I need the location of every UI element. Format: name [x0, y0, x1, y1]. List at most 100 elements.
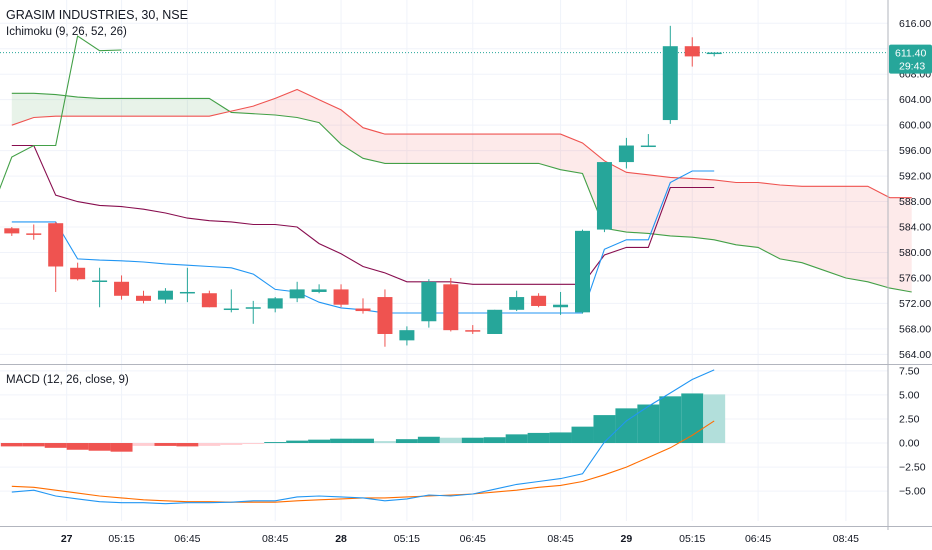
ichimoku-legend[interactable]: Ichimoku (9, 26, 52, 26) — [6, 26, 127, 38]
macd-histogram-bar[interactable] — [132, 443, 155, 446]
macd-histogram-bar[interactable] — [483, 437, 506, 444]
candle-body[interactable] — [553, 304, 569, 308]
candlesticks[interactable] — [4, 25, 722, 347]
candle-body[interactable] — [531, 295, 547, 306]
candle-body[interactable] — [596, 162, 612, 230]
candle-body[interactable] — [421, 281, 437, 322]
cloud-bearish-area — [231, 89, 912, 292]
macd-histogram-bar[interactable] — [527, 432, 550, 444]
macd-histogram-bar[interactable] — [88, 443, 111, 451]
base-line — [11, 144, 715, 285]
macd-histogram-bar[interactable] — [461, 437, 484, 444]
macd-histogram-bar[interactable] — [439, 437, 462, 444]
time-tick-label: 06:45 — [174, 533, 200, 545]
macd-pane[interactable] — [0, 369, 726, 505]
macd-tick-label: 2.50 — [899, 413, 920, 425]
macd-histogram-bar[interactable] — [110, 443, 133, 452]
candle-body[interactable] — [26, 233, 42, 235]
last-price-tag[interactable] — [889, 44, 932, 74]
leading-span-b-line — [11, 88, 912, 199]
cloud-bullish-area — [11, 93, 232, 126]
macd-line — [11, 369, 715, 505]
macd-histogram-bar[interactable] — [330, 438, 353, 444]
macd-histogram-bar[interactable] — [66, 443, 89, 450]
macd-histogram-bar[interactable] — [44, 443, 67, 448]
candle-body[interactable] — [311, 289, 327, 292]
time-tick-label: 28 — [335, 533, 347, 545]
candle-body[interactable] — [399, 330, 415, 341]
macd-histogram-bar[interactable] — [703, 394, 726, 444]
macd-histogram-bar[interactable] — [637, 404, 660, 444]
candle-body[interactable] — [223, 308, 239, 311]
candle-body[interactable] — [443, 284, 459, 331]
macd-histogram-bar[interactable] — [308, 439, 331, 444]
candle-body[interactable] — [289, 289, 305, 299]
candle-body[interactable] — [509, 297, 525, 310]
macd-histogram-bar[interactable] — [373, 441, 396, 444]
leading-span-a-line — [11, 92, 912, 293]
candle-body[interactable] — [377, 297, 393, 334]
macd-histogram-bar[interactable] — [505, 434, 528, 444]
macd-histogram-bar[interactable] — [198, 443, 221, 446]
candle-body[interactable] — [157, 290, 173, 300]
candle-body[interactable] — [640, 145, 656, 148]
candle-body[interactable] — [662, 46, 678, 121]
candle-body[interactable] — [684, 46, 700, 57]
candle-body[interactable] — [267, 298, 283, 309]
price-tick-label: 604.00 — [899, 94, 931, 106]
candle-body[interactable] — [487, 309, 503, 334]
time-tick-label: 06:45 — [460, 533, 486, 545]
price-tick-label: 584.00 — [899, 222, 931, 234]
macd-histogram-bar[interactable] — [286, 440, 309, 444]
ichimoku-cloud — [11, 89, 912, 292]
macd-histogram-bar[interactable] — [615, 408, 638, 444]
macd-histogram-bar[interactable] — [176, 443, 199, 447]
candle-body[interactable] — [245, 307, 261, 309]
candle-body[interactable] — [114, 281, 130, 296]
time-tick-label: 08:45 — [262, 533, 288, 545]
price-tick-label: 564.00 — [899, 349, 931, 361]
time-tick-label: 05:15 — [679, 533, 705, 545]
candle-body[interactable] — [465, 330, 481, 332]
time-tick-label: 05:15 — [394, 533, 420, 545]
macd-histogram-bar[interactable] — [220, 443, 243, 445]
macd-histogram-bar[interactable] — [549, 432, 572, 444]
macd-histogram-bar[interactable] — [659, 396, 682, 444]
macd-histogram-bar[interactable] — [571, 426, 594, 444]
candle-body[interactable] — [333, 289, 349, 305]
candle-body[interactable] — [355, 308, 371, 312]
macd-histogram-bar[interactable] — [0, 443, 23, 447]
time-tick-label: 29 — [621, 533, 633, 545]
macd-histogram-bar[interactable] — [395, 439, 418, 444]
symbol-title[interactable]: GRASIM INDUSTRIES, 30, NSE — [6, 8, 188, 22]
candle-body[interactable] — [136, 295, 151, 301]
time-tick-label: 08:45 — [547, 533, 573, 545]
price-tick-label: 568.00 — [899, 323, 931, 335]
candle-body[interactable] — [92, 280, 108, 283]
macd-histogram-bar[interactable] — [242, 443, 265, 445]
price-tick-label: 616.00 — [899, 18, 931, 30]
candle-body[interactable] — [70, 267, 86, 280]
price-tick-label: 592.00 — [899, 171, 931, 183]
macd-histogram-bar[interactable] — [681, 393, 704, 444]
macd-legend[interactable]: MACD (12, 26, close, 9) — [6, 374, 129, 386]
candle-body[interactable] — [706, 52, 722, 55]
candle-body[interactable] — [618, 145, 634, 163]
candle-body[interactable] — [575, 230, 590, 313]
candle-body[interactable] — [179, 291, 195, 294]
macd-histogram-bar[interactable] — [22, 443, 45, 447]
lagging-span-line — [0, 35, 122, 190]
macd-tick-label: −5.00 — [899, 486, 926, 498]
ichimoku-lines — [0, 35, 912, 314]
macd-histogram-bar[interactable] — [154, 443, 177, 446]
macd-tick-label: 7.50 — [899, 365, 920, 377]
candle-body[interactable] — [201, 293, 217, 308]
candle-body[interactable] — [4, 228, 20, 234]
macd-histogram-bar[interactable] — [264, 442, 287, 444]
macd-histogram-bar[interactable] — [593, 415, 616, 444]
macd-histogram-bar[interactable] — [352, 438, 374, 444]
candle-body[interactable] — [48, 223, 64, 267]
macd-histogram-bar[interactable] — [417, 436, 440, 444]
